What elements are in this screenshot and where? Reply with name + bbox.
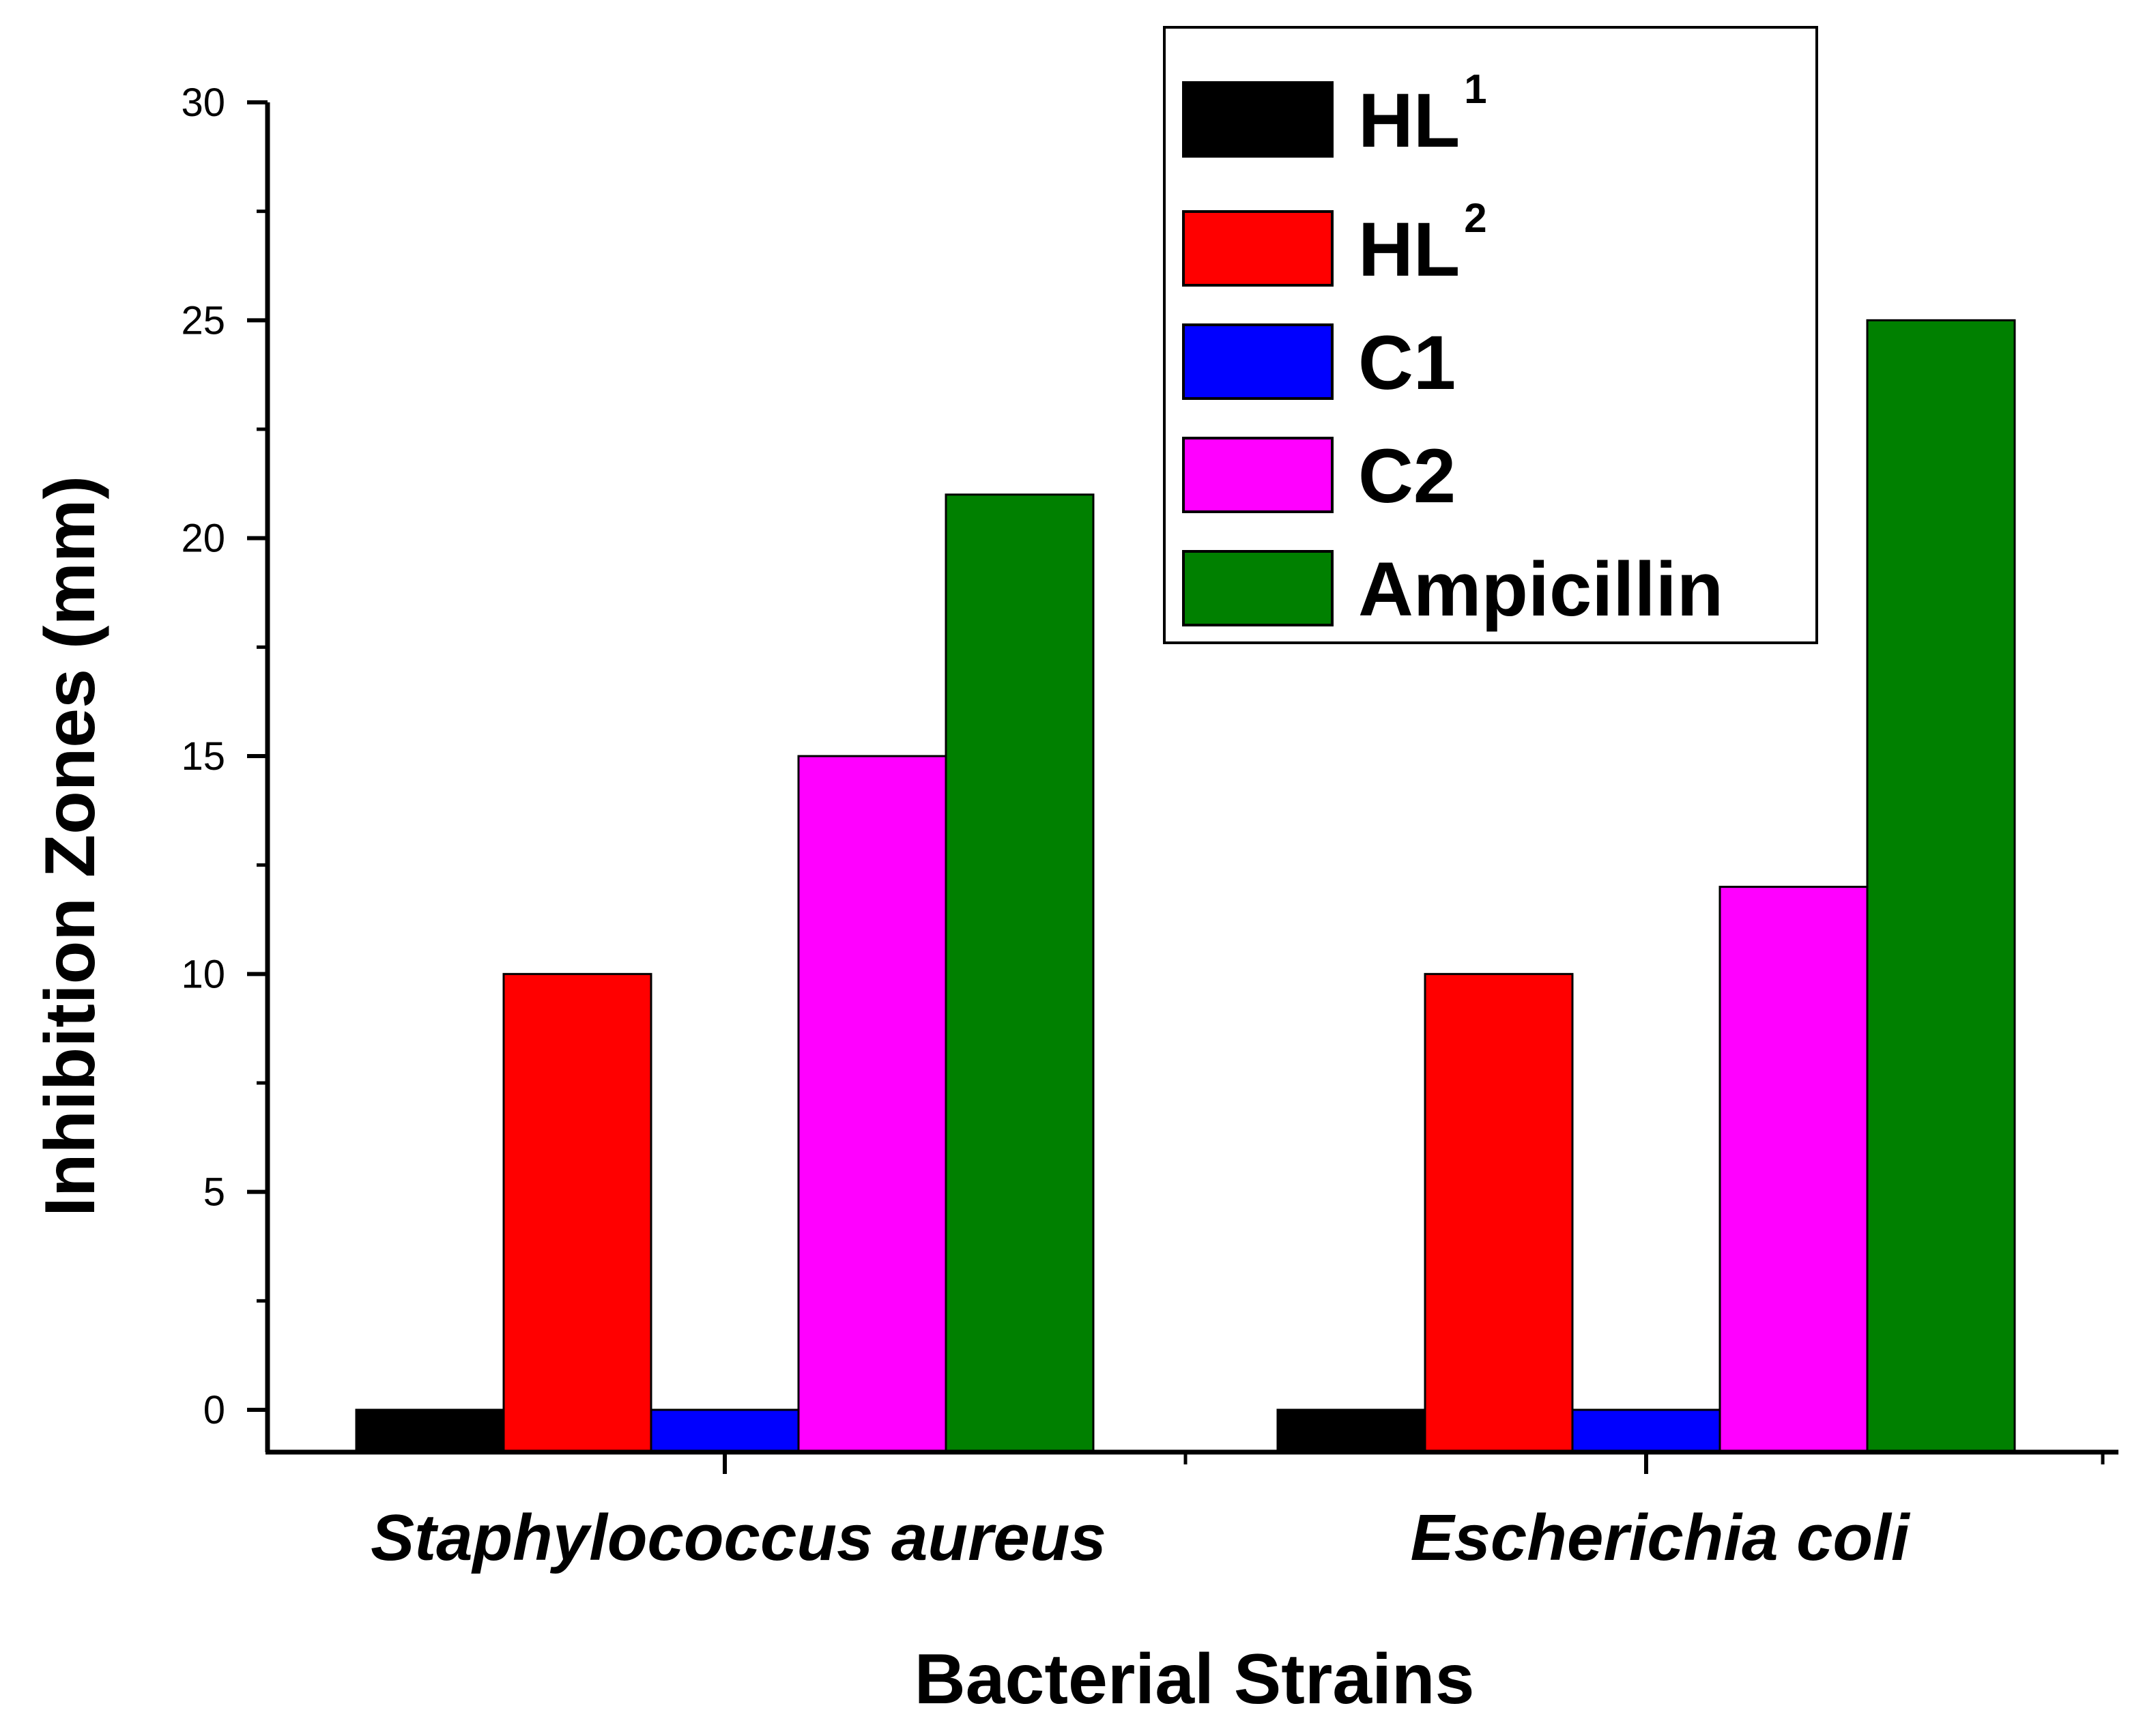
bar-c1-2 [1571,1408,1721,1453]
bar-hl1-1 [355,1408,505,1453]
legend-swatch [1182,550,1334,626]
legend-label: C2 [1358,433,1456,519]
plot-area [355,319,2016,1453]
legend-swatch [1182,210,1334,287]
bar-hl2-2 [1424,972,1574,1453]
y-tick-label: 15 [181,734,225,779]
legend-swatch [1182,323,1334,400]
bar-c1-1 [650,1408,800,1453]
bar-c2-2 [1718,886,1869,1453]
axes: 0 5 10 15 20 25 30 Staphylococcus aureus Escheri… [181,81,2118,1574]
y-tick-label: 10 [181,952,225,996]
x-axis-title: Bacterial Strains [915,1640,1475,1719]
y-tick-label: 30 [181,81,225,125]
legend-label: C1 [1358,320,1456,405]
bar-c2-1 [797,755,947,1453]
x-category-label: Escherichia coli [1410,1501,1910,1574]
legend-label: HL 2 [1358,195,1487,292]
x-category-label: Staphylococcus aureus [371,1501,1106,1574]
y-tick-label: 0 [203,1388,225,1432]
bar-ampicillin-2 [1866,319,2016,1453]
y-tick-label: 5 [203,1170,225,1215]
legend: HL 1 HL 2 C1 C2 Ampicillin [1163,26,1818,644]
bar-ampicillin-1 [945,493,1095,1453]
legend-label: Ampicillin [1358,547,1723,632]
bar-hl2-1 [502,972,652,1453]
bar-hl1-2 [1276,1408,1426,1453]
y-tick-label: 20 [181,517,225,561]
legend-label: HL 1 [1358,66,1487,163]
legend-swatch [1182,437,1334,513]
legend-swatch [1182,81,1334,158]
y-tick-label: 25 [181,298,225,343]
y-axis-title: Inhibition Zones (mm) [31,476,110,1217]
